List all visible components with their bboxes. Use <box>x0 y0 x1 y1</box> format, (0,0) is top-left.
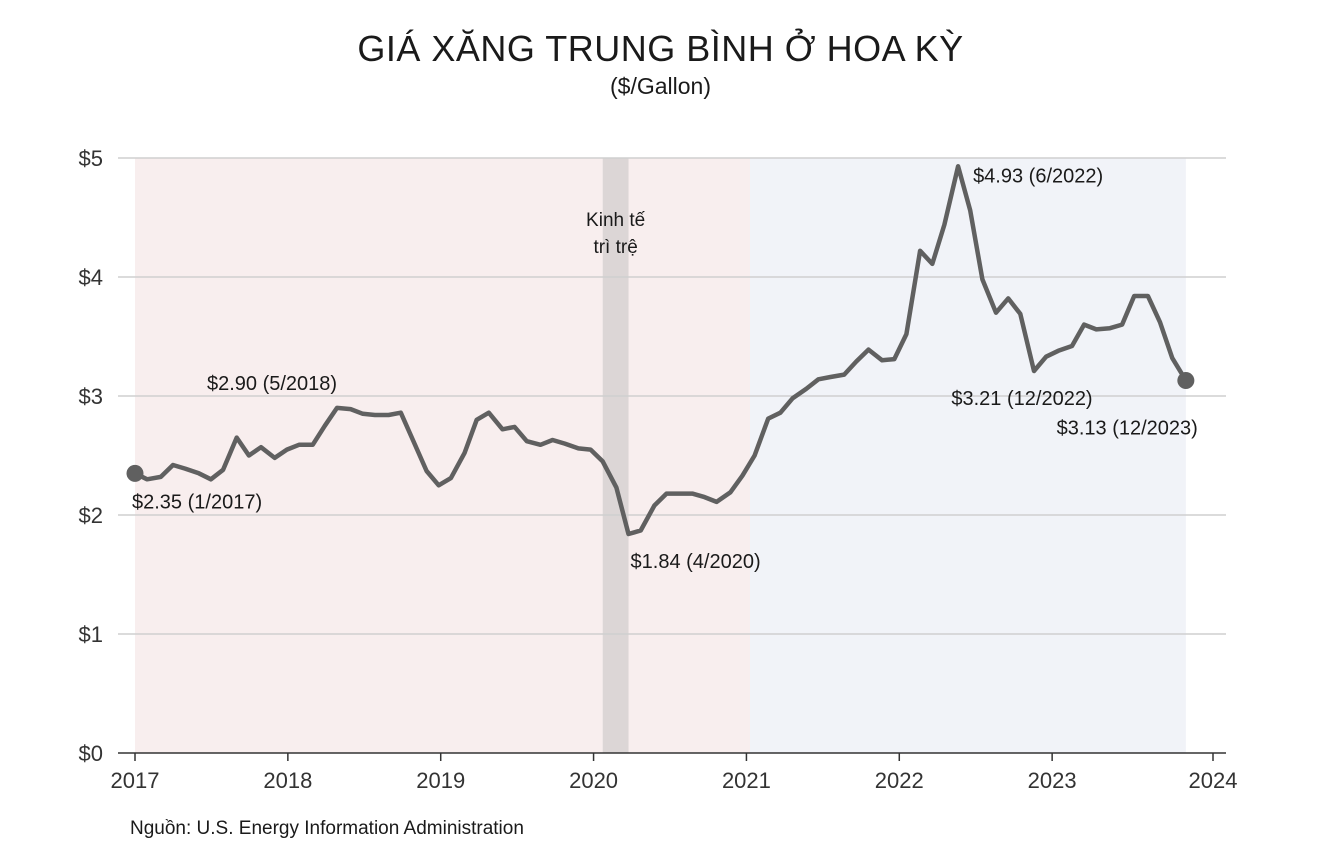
shaded-period <box>602 158 629 753</box>
data-label: $3.21 (12/2022) <box>951 388 1092 410</box>
x-tick-label: 2019 <box>416 768 465 793</box>
recession-label-line1: Kinh tế <box>586 210 646 231</box>
chart-subtitle: ($/Gallon) <box>610 73 711 99</box>
data-point-marker <box>1177 372 1195 390</box>
x-tick-label: 2021 <box>722 768 771 793</box>
data-point-marker <box>126 464 144 482</box>
y-tick-label: $0 <box>79 741 103 766</box>
annotations-layer: $2.35 (1/2017) $2.90 (5/2018) $1.84 (4/202… <box>132 165 1198 573</box>
data-label: $2.90 (5/2018) <box>207 373 337 395</box>
shaded-period <box>135 158 751 753</box>
recession-label-line2: trì trệ <box>593 237 637 258</box>
y-tick-label: $2 <box>79 503 103 528</box>
x-tick-label: 2024 <box>1189 768 1238 793</box>
data-label: $3.13 (12/2023) <box>1057 418 1198 440</box>
x-tick-label: 2023 <box>1028 768 1077 793</box>
y-tick-label: $5 <box>79 146 103 171</box>
axes: $0 $1 $2 $3 $4 $5 2017 2018 2019 2020 2021 2022 2023… <box>79 146 1238 793</box>
price-series-line <box>132 164 1189 537</box>
x-tick-label: 2022 <box>875 768 924 793</box>
data-label: $4.93 (6/2022) <box>973 165 1103 187</box>
x-tick-label: 2020 <box>569 768 618 793</box>
markers-layer <box>126 372 1195 482</box>
y-tick-label: $3 <box>79 384 103 409</box>
data-label: $2.35 (1/2017) <box>132 491 262 513</box>
x-tick-label: 2018 <box>263 768 312 793</box>
gridlines <box>118 157 1226 635</box>
data-label: $1.84 (4/2020) <box>631 551 761 573</box>
x-tick-label: 2017 <box>111 768 160 793</box>
shaded-periods: Kinh tế trì trệ <box>135 158 1186 753</box>
y-tick-label: $4 <box>79 265 103 290</box>
y-tick-label: $1 <box>79 622 103 647</box>
chart-title: GIÁ XĂNG TRUNG BÌNH Ở HOA KỲ <box>357 28 964 69</box>
source-note: Nguồn: U.S. Energy Information Administr… <box>130 818 524 839</box>
shaded-period <box>750 158 1186 753</box>
series-layer <box>132 164 1189 537</box>
